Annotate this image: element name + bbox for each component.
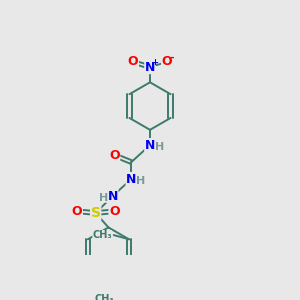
Text: O: O bbox=[128, 56, 138, 68]
Text: CH₃: CH₃ bbox=[94, 294, 114, 300]
Text: O: O bbox=[72, 205, 82, 218]
Text: N: N bbox=[145, 139, 155, 152]
Text: H: H bbox=[99, 193, 108, 203]
Text: O: O bbox=[162, 56, 172, 68]
Text: O: O bbox=[109, 149, 120, 162]
Text: S: S bbox=[91, 206, 101, 220]
Text: H: H bbox=[136, 176, 145, 186]
Text: O: O bbox=[109, 205, 120, 218]
Text: N: N bbox=[145, 61, 155, 74]
Text: N: N bbox=[126, 172, 136, 186]
Text: CH₃: CH₃ bbox=[92, 230, 112, 240]
Text: N: N bbox=[107, 190, 118, 202]
Text: -: - bbox=[170, 53, 174, 63]
Text: H: H bbox=[155, 142, 164, 152]
Text: +: + bbox=[151, 58, 158, 67]
